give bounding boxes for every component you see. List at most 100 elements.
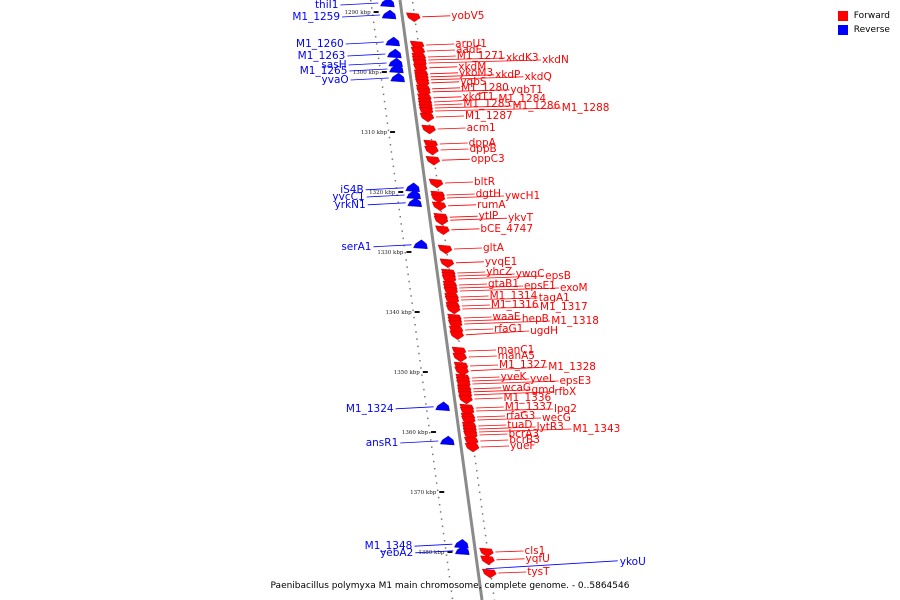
reverse-gene-arrow[interactable] bbox=[385, 36, 400, 47]
forward-gene-label[interactable]: M1_1285 bbox=[463, 98, 511, 110]
forward-gene-label[interactable]: hepB bbox=[522, 313, 549, 325]
forward-gene-label[interactable]: epsB bbox=[545, 270, 571, 282]
forward-gene-arrow[interactable] bbox=[480, 555, 495, 566]
forward-gene-arrow[interactable] bbox=[449, 330, 465, 341]
forward-gene-label[interactable]: oppC3 bbox=[471, 153, 505, 165]
forward-gene-label[interactable]: gtaB1 bbox=[488, 278, 519, 290]
reverse-gene-label[interactable]: M1_1265 bbox=[300, 65, 348, 77]
forward-gene-arrow[interactable] bbox=[482, 568, 497, 579]
forward-gene-label[interactable]: manC1 bbox=[497, 344, 534, 356]
forward-gene-label[interactable]: arpU1 bbox=[455, 38, 487, 50]
forward-gene-arrow[interactable] bbox=[431, 201, 447, 212]
reverse-gene-arrow[interactable] bbox=[389, 63, 404, 74]
forward-gene-label[interactable]: M1_1328 bbox=[548, 361, 596, 373]
forward-gene-label[interactable]: bcrB3 bbox=[509, 434, 540, 446]
reverse-gene-arrow[interactable] bbox=[405, 182, 420, 193]
forward-gene-label[interactable]: xkdN bbox=[542, 54, 569, 66]
forward-gene-label[interactable]: tysT bbox=[527, 566, 550, 578]
forward-gene-arrow[interactable] bbox=[421, 124, 436, 135]
forward-gene-label[interactable]: lpg2 bbox=[554, 403, 577, 415]
reverse-gene-label[interactable]: serA1 bbox=[341, 241, 371, 253]
forward-gene-label[interactable]: aadE bbox=[456, 44, 482, 56]
forward-gene-label[interactable]: epsE3 bbox=[559, 375, 591, 387]
forward-gene-arrow[interactable] bbox=[433, 215, 449, 226]
forward-gene-label[interactable]: manA5 bbox=[498, 350, 535, 362]
forward-gene-label[interactable]: bcrA3 bbox=[508, 428, 539, 440]
reverse-gene-label[interactable]: yrkN1 bbox=[335, 199, 366, 211]
forward-gene-label[interactable]: yqbT1 bbox=[510, 84, 543, 96]
forward-gene-arrow[interactable] bbox=[405, 12, 421, 23]
forward-gene-arrow[interactable] bbox=[479, 547, 494, 558]
reverse-gene-arrow[interactable] bbox=[407, 197, 422, 208]
forward-gene-label[interactable]: M1_1317 bbox=[540, 301, 588, 313]
forward-gene-label[interactable]: M1_1287 bbox=[465, 110, 513, 122]
reverse-gene-arrow[interactable] bbox=[390, 72, 405, 83]
forward-gene-label[interactable]: yqbS bbox=[460, 76, 487, 88]
forward-gene-label[interactable]: lytR3 bbox=[537, 421, 564, 433]
forward-gene-label[interactable]: xkdQ bbox=[524, 71, 551, 83]
forward-gene-label[interactable]: ugdH bbox=[530, 325, 558, 337]
reverse-gene-arrow[interactable] bbox=[380, 0, 395, 8]
forward-gene-label[interactable]: M1_1316 bbox=[491, 299, 539, 311]
forward-gene-arrow[interactable] bbox=[464, 442, 480, 453]
forward-gene-label[interactable]: M1_1343 bbox=[573, 423, 621, 435]
forward-gene-label[interactable]: tagA1 bbox=[539, 292, 570, 304]
reverse-gene-arrow[interactable] bbox=[454, 538, 469, 549]
forward-gene-label[interactable]: dppA bbox=[469, 137, 497, 149]
forward-gene-arrow[interactable] bbox=[425, 155, 441, 166]
forward-gene-label[interactable]: waaE bbox=[492, 311, 520, 323]
reverse-gene-arrow[interactable] bbox=[435, 401, 450, 412]
forward-gene-label[interactable]: rfbX bbox=[554, 386, 576, 398]
forward-gene-label[interactable]: bltR bbox=[474, 176, 495, 188]
reverse-gene-label[interactable]: yebA2 bbox=[380, 547, 413, 559]
reverse-gene-label[interactable]: ykoU bbox=[620, 556, 646, 568]
forward-gene-label[interactable]: rumA bbox=[477, 199, 506, 211]
forward-gene-label[interactable]: xkdM bbox=[458, 61, 486, 73]
reverse-gene-arrow[interactable] bbox=[387, 48, 402, 59]
forward-gene-arrow[interactable] bbox=[430, 193, 446, 204]
forward-gene-arrow[interactable] bbox=[458, 394, 473, 405]
forward-gene-arrow[interactable] bbox=[454, 366, 469, 377]
reverse-gene-label[interactable]: ansR1 bbox=[366, 437, 399, 449]
forward-gene-label[interactable]: M1_1284 bbox=[498, 93, 546, 105]
forward-gene-label[interactable]: xkdK3 bbox=[506, 52, 539, 64]
reverse-gene-arrow[interactable] bbox=[439, 435, 455, 446]
reverse-gene-label[interactable]: M1_1263 bbox=[298, 50, 346, 62]
forward-gene-label[interactable]: ykvT bbox=[508, 212, 534, 224]
forward-gene-label[interactable]: M1_1318 bbox=[551, 315, 599, 327]
forward-gene-label[interactable]: yhcZ bbox=[486, 266, 512, 278]
reverse-gene-arrow[interactable] bbox=[381, 9, 397, 20]
forward-gene-label[interactable]: yqfU bbox=[526, 553, 550, 565]
forward-gene-label[interactable]: ytlP bbox=[479, 210, 499, 222]
reverse-gene-label[interactable]: M1_1260 bbox=[296, 38, 344, 50]
reverse-gene-label[interactable]: yvaO bbox=[322, 74, 349, 86]
reverse-gene-arrow[interactable] bbox=[388, 57, 403, 68]
reverse-gene-arrow[interactable] bbox=[454, 545, 470, 556]
forward-gene-label[interactable]: M1_1336 bbox=[504, 392, 552, 404]
forward-gene-arrow[interactable] bbox=[445, 304, 461, 315]
forward-gene-label[interactable]: M1_1288 bbox=[562, 102, 610, 114]
forward-gene-label[interactable]: ywcH1 bbox=[505, 190, 540, 202]
reverse-gene-label[interactable]: iS4B bbox=[340, 184, 363, 196]
forward-gene-arrow[interactable] bbox=[439, 258, 455, 269]
forward-gene-label[interactable]: yvqE1 bbox=[485, 256, 517, 268]
forward-gene-label[interactable]: bCE_4747 bbox=[480, 223, 533, 235]
forward-gene-arrow[interactable] bbox=[435, 225, 450, 236]
forward-gene-arrow[interactable] bbox=[428, 178, 444, 189]
forward-gene-label[interactable]: xkdP bbox=[495, 69, 520, 81]
forward-gene-label[interactable]: acm1 bbox=[467, 122, 496, 134]
reverse-gene-label[interactable]: M1_1348 bbox=[365, 540, 413, 552]
forward-gene-arrow[interactable] bbox=[452, 352, 468, 363]
reverse-gene-label[interactable]: thiI1 bbox=[315, 0, 338, 11]
forward-gene-label[interactable]: cls1 bbox=[524, 545, 545, 557]
reverse-gene-label[interactable]: M1_1324 bbox=[346, 403, 394, 415]
reverse-gene-label[interactable]: M1_1259 bbox=[292, 11, 340, 23]
reverse-gene-label[interactable]: sasH bbox=[321, 59, 346, 71]
forward-gene-label[interactable]: M1_1286 bbox=[513, 100, 561, 112]
forward-gene-label[interactable]: wecG bbox=[542, 412, 571, 424]
forward-gene-label[interactable]: yobV5 bbox=[451, 10, 484, 22]
forward-gene-label[interactable]: gltA bbox=[483, 242, 505, 254]
forward-gene-arrow[interactable] bbox=[419, 112, 435, 123]
forward-gene-label[interactable]: exoM bbox=[560, 282, 588, 294]
forward-gene-label[interactable]: ywqC bbox=[516, 268, 545, 280]
